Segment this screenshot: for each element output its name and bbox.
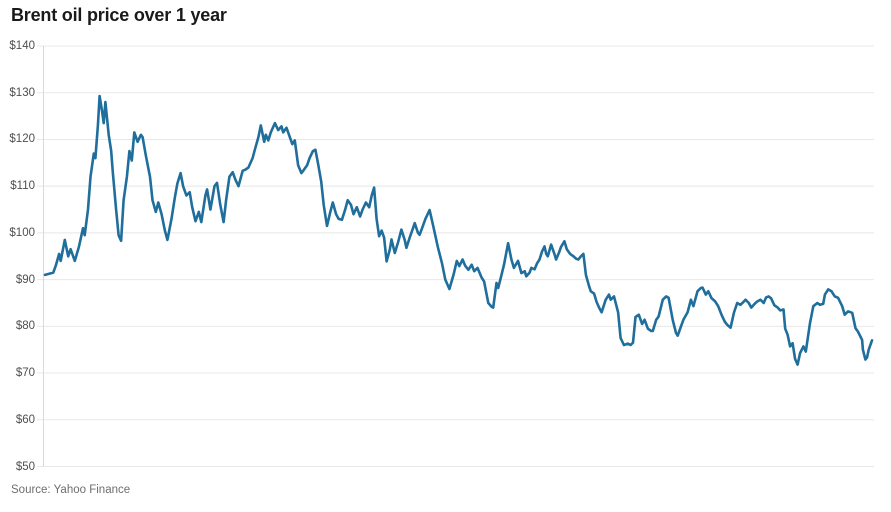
price-line — [43, 94, 874, 366]
y-tick-label: $50 — [15, 460, 35, 473]
source-note: Source: Yahoo Finance — [11, 484, 131, 496]
gridlines — [37, 45, 874, 467]
y-tick-label: $140 — [9, 40, 35, 52]
y-tick-label: $70 — [15, 367, 35, 380]
y-tick-label: $130 — [9, 86, 35, 99]
chart-title: Brent oil price over 1 year — [11, 5, 227, 25]
y-tick-label: $90 — [15, 273, 35, 286]
y-tick-label: $120 — [9, 133, 35, 146]
y-tick-label: $60 — [15, 413, 35, 426]
y-tick-label: $110 — [10, 180, 35, 193]
y-tick-label: $100 — [9, 226, 35, 239]
y-tick-label: $80 — [15, 320, 35, 333]
